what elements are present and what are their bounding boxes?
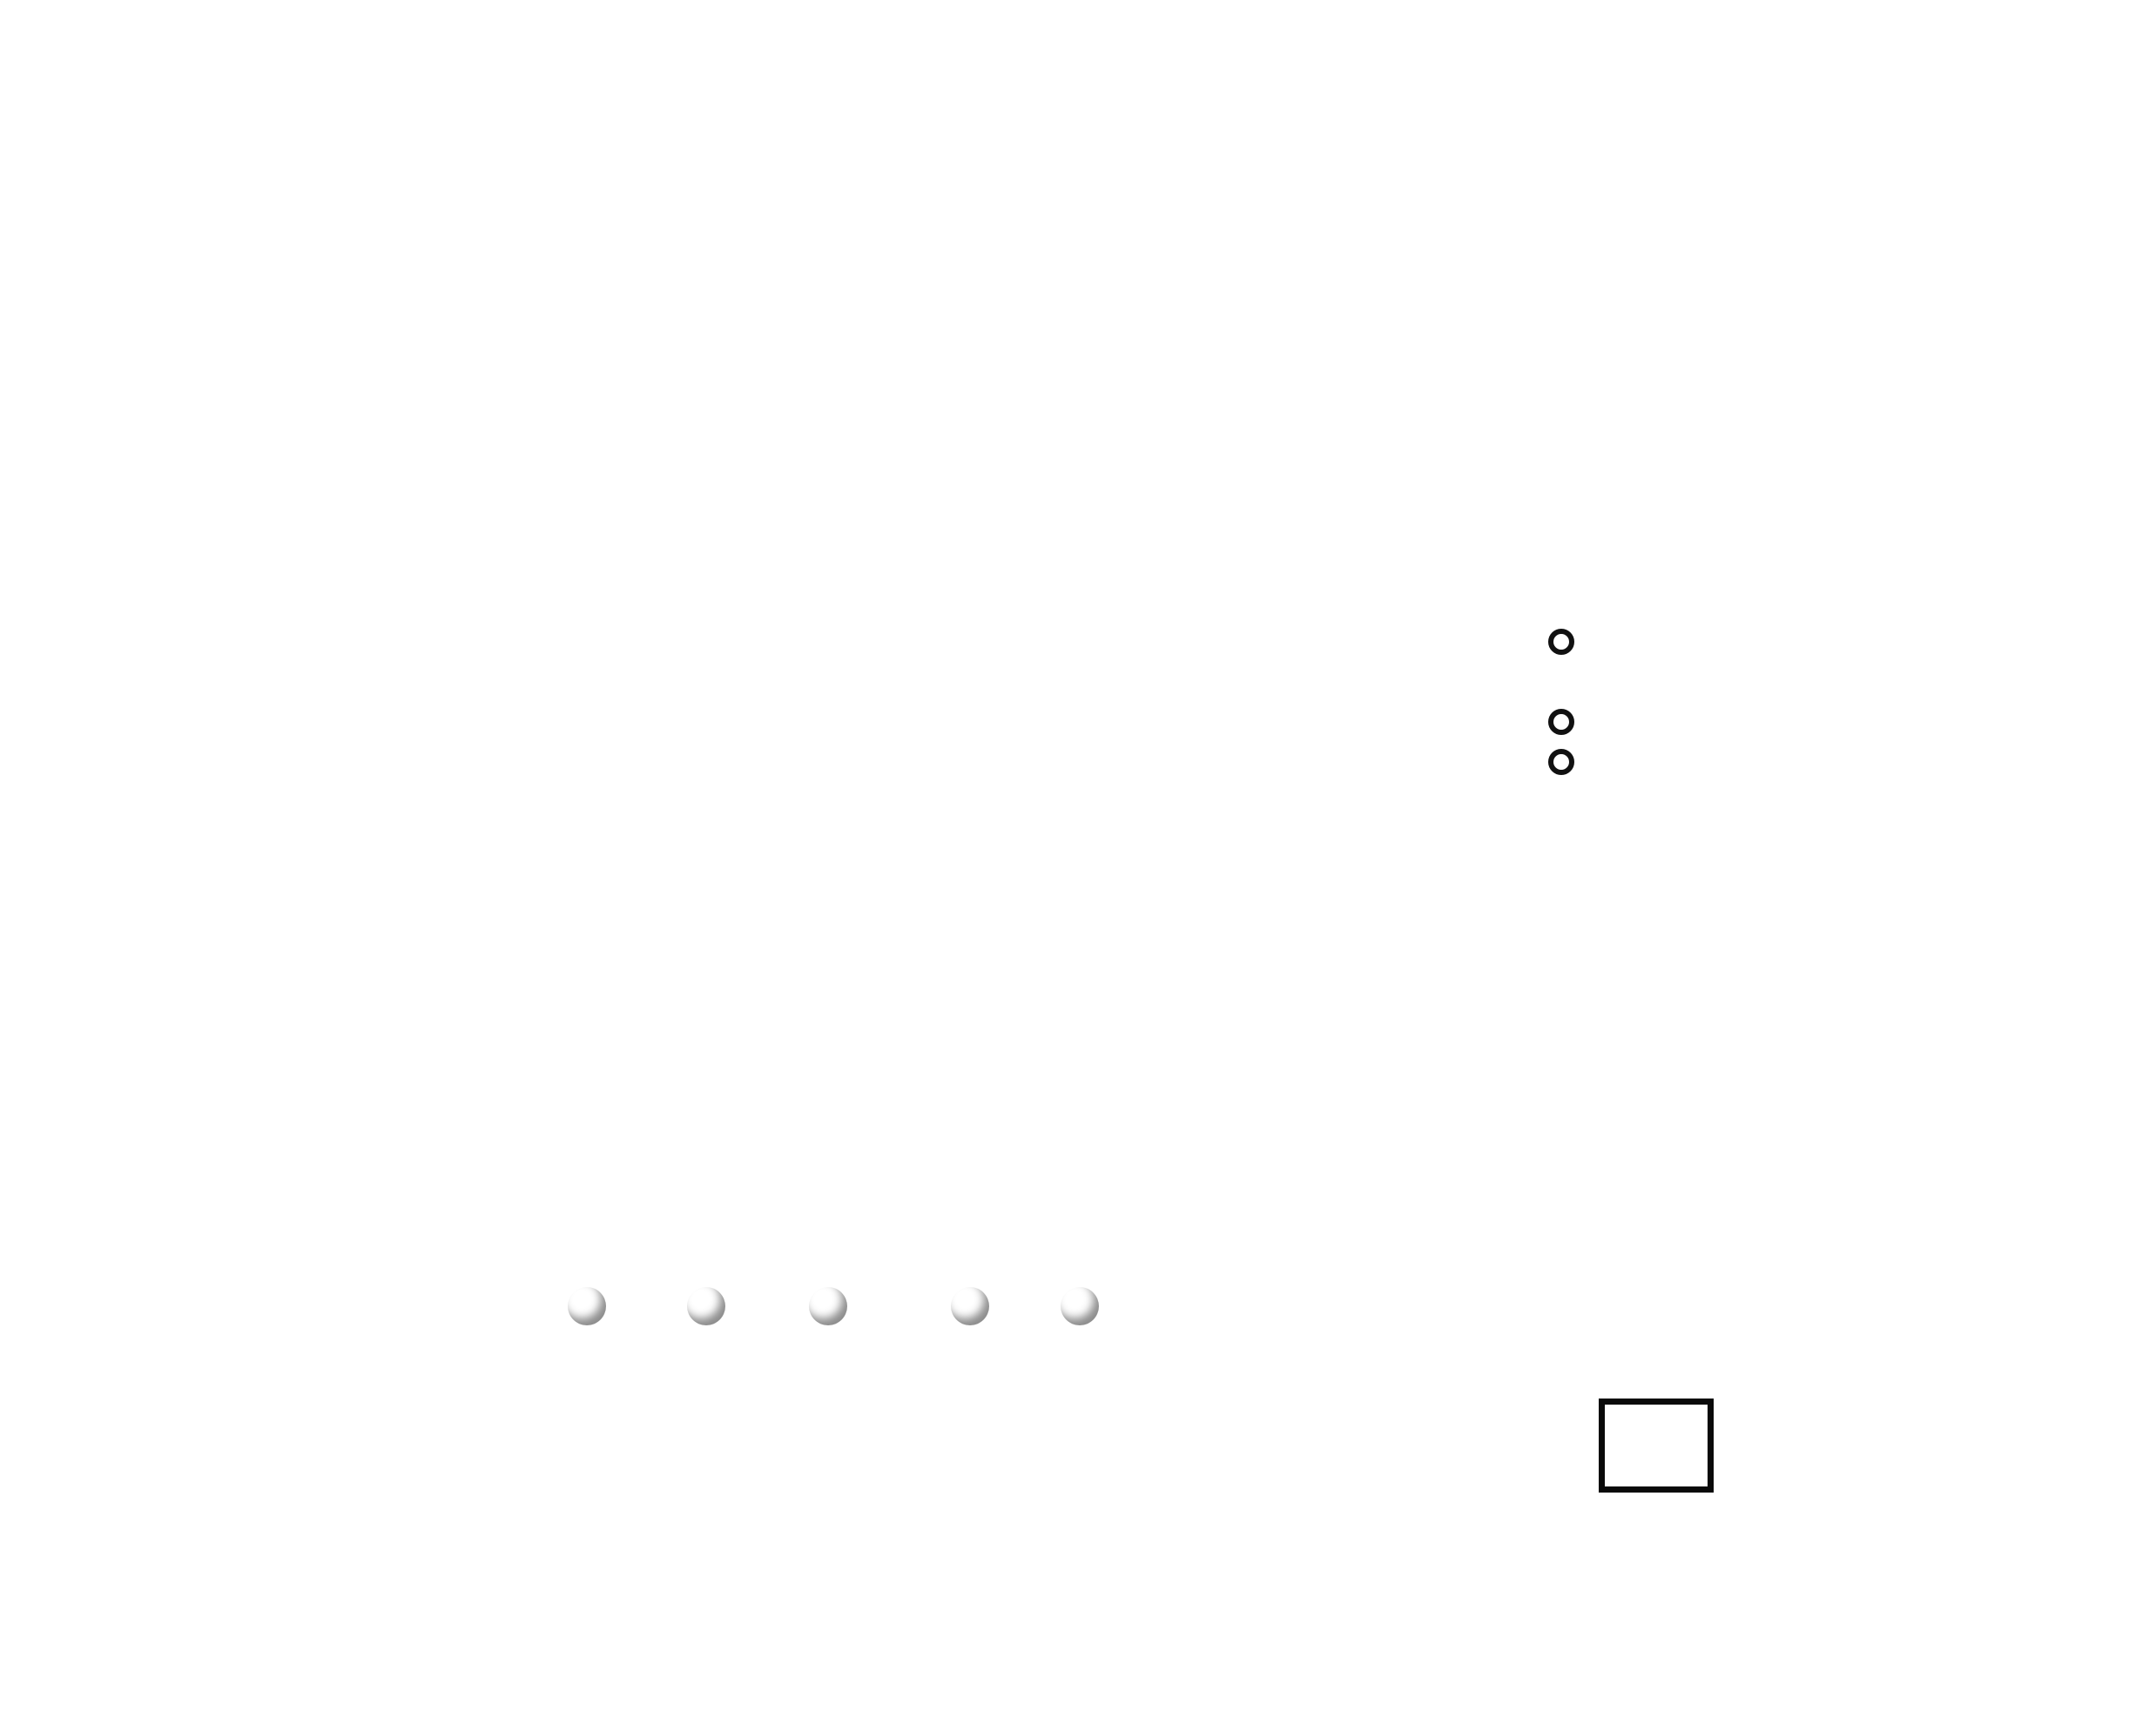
panel-e-legend-swatch-be2	[813, 946, 866, 955]
legend-atom-o	[568, 1287, 606, 1325]
panel-d-legend-swatch-be2	[131, 946, 183, 955]
legend-atom-be	[1061, 1287, 1099, 1325]
legend-atom-li	[687, 1287, 725, 1325]
g-be-box	[1599, 1399, 1714, 1493]
legend-swatch-dz2	[98, 113, 134, 126]
legend-atom-ni	[951, 1287, 989, 1325]
mn-o-ni-octahedra-illustration	[540, 1267, 1027, 1668]
panel-f-legend-marker-fc	[1548, 749, 1574, 775]
panel-e-legend-swatch-llos	[813, 890, 866, 900]
panel-c-legend-swatch-epar	[1763, 352, 1819, 361]
legend-swatch-dyzdxz	[98, 54, 134, 67]
panel-f-legend-marker-zfc	[1548, 709, 1574, 735]
panel-f-legend-marker-fit	[1534, 678, 1590, 686]
legend-swatch-dx2y2	[98, 143, 134, 156]
panel-d-legend-swatch-llos	[131, 890, 183, 900]
legend-swatch-dxy	[98, 84, 134, 97]
legend-atom-mn	[809, 1287, 847, 1325]
panel-f-legend-marker-inverse	[1548, 629, 1574, 655]
panel-c-legend-swatch-eperp	[1763, 411, 1819, 421]
